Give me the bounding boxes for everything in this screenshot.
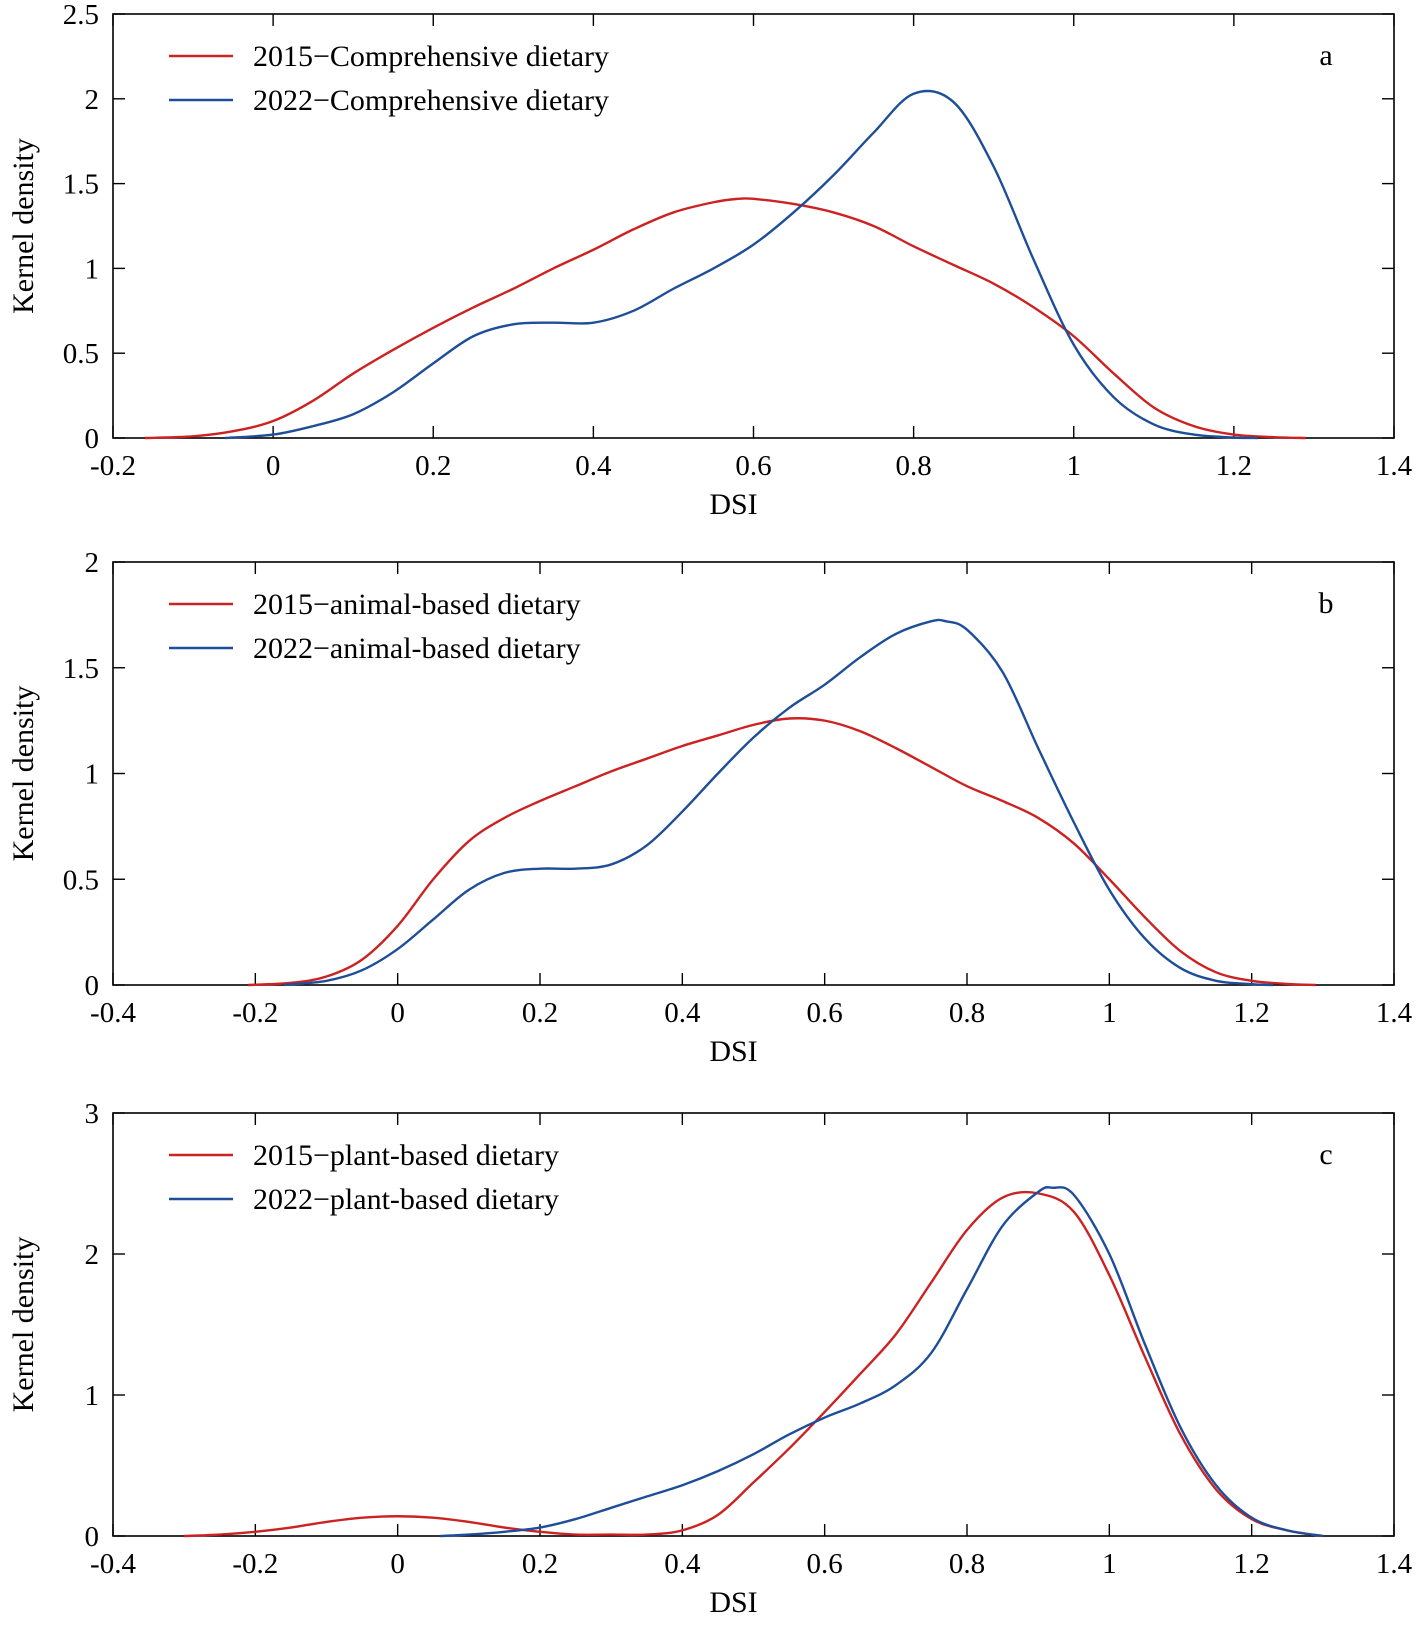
density-curve-2015 [144,197,1306,440]
x-tick-label: -0.4 [90,997,136,1029]
x-tick-label: 0.8 [896,450,932,482]
y-tick-label: 1 [85,1380,100,1412]
x-tick-label: 1 [1102,1548,1117,1580]
x-tick-label: 1 [1102,997,1117,1029]
x-tick-label: -0.4 [90,1548,136,1580]
x-tick-label: 1.2 [1234,997,1270,1029]
y-tick-label: 1.5 [63,169,99,201]
panel-b: -0.4 -0.2 0 0.2 0.4 0.6 0.8 1 1.2 1.4 0 0.5 1 1.5 2 DSI… [7,547,1413,1068]
y-tick-label: 0 [85,1521,100,1553]
x-tick-label: 1.4 [1376,997,1413,1029]
y-tick-label: 0.5 [63,338,99,370]
y-tick-label: 2.5 [63,0,99,31]
x-tick-label: 0.8 [949,1548,985,1580]
x-axis-label: DSI [709,1035,757,1068]
legend-label: 2022−plant-based dietary [253,1183,559,1216]
panel-letter: b [1319,587,1334,620]
density-curve-2022 [440,1185,1324,1538]
panel-letter: a [1319,39,1332,72]
plot-frame-b [112,561,1395,986]
x-tick-label: 0.4 [664,1548,701,1580]
x-tick-label: 0.2 [415,450,451,482]
legend-label: 2022−Comprehensive dietary [253,84,609,117]
y-tick-label: 0 [85,423,100,455]
x-tick-label: 0.6 [807,1548,843,1580]
x-tick-label: 0 [390,997,405,1029]
x-tick-label: 0.2 [522,1548,558,1580]
plot-frame-a [112,13,1395,439]
density-curve-2022 [283,618,1274,987]
x-tick-label: -0.2 [90,450,136,482]
y-tick-label: 3 [85,1098,100,1130]
panel-c: -0.4 -0.2 0 0.2 0.4 0.6 0.8 1 1.2 1.4 0 1 2 3 DSI Kerne… [7,1098,1413,1619]
x-tick-label: -0.2 [232,1548,278,1580]
density-curve-2022 [225,89,1258,440]
plot-frame-c [112,1112,1395,1537]
y-tick-label: 0.5 [63,864,99,896]
y-tick-label: 2 [85,547,100,579]
y-tick-label: 1 [85,759,100,791]
panel-letter: c [1319,1138,1332,1171]
x-tick-label: 0.8 [949,997,985,1029]
y-tick-label: 2 [85,1239,100,1271]
x-tick-label: 0 [390,1548,405,1580]
x-tick-label: 0.2 [522,997,558,1029]
panel-a: -0.2 0 0.2 0.4 0.6 0.8 1 1.2 1.400.511.522.5DSIK… [7,0,1413,521]
x-tick-label: 1.2 [1216,450,1252,482]
y-tick-label: 2 [85,84,100,116]
legend-label: 2015−Comprehensive dietary [253,40,609,73]
x-tick-label: 0 [266,450,281,482]
y-axis-label: Kernel density [7,1237,40,1413]
density-curve-2015 [248,717,1316,987]
x-axis-label: DSI [709,488,757,521]
density-curve-2015 [184,1190,1324,1538]
y-tick-label: 0 [85,970,100,1002]
x-tick-label: 0.6 [807,997,843,1029]
y-axis-label: Kernel density [7,686,40,862]
x-tick-label: -0.2 [232,997,278,1029]
x-tick-label: 1 [1067,450,1082,482]
y-tick-label: 1 [85,253,100,285]
x-tick-label: 0.4 [664,997,701,1029]
x-axis-label: DSI [709,1586,757,1619]
y-axis-label: Kernel density [7,138,40,314]
legend-label: 2015−plant-based dietary [253,1139,559,1172]
legend-label: 2022−animal-based dietary [253,632,581,665]
x-tick-label: 1.4 [1376,1548,1413,1580]
y-tick-label: 1.5 [63,653,99,685]
x-tick-label: 0.4 [575,450,612,482]
legend-label: 2015−animal-based dietary [253,588,581,621]
x-tick-label: 0.6 [735,450,771,482]
x-tick-label: 1.4 [1376,450,1413,482]
x-tick-label: 1.2 [1234,1548,1270,1580]
